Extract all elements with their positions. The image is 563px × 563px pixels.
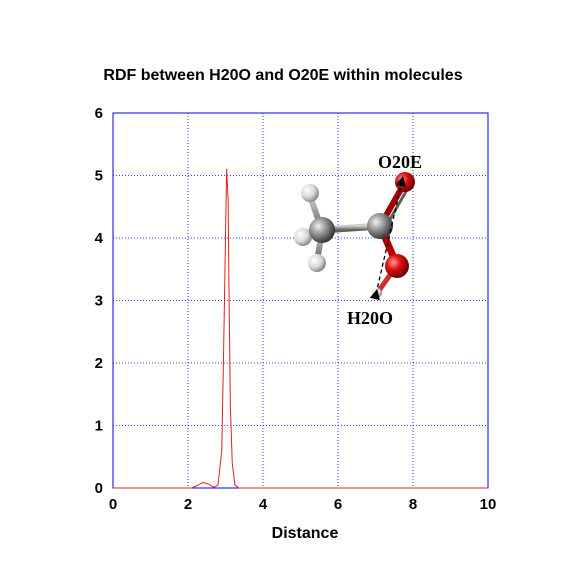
x-tick-label: 2: [184, 496, 192, 513]
o20e-label: O20E: [378, 152, 422, 172]
oxygen-atom: [385, 254, 409, 278]
series-group: [113, 168, 488, 489]
x-tick-label: 0: [109, 496, 117, 513]
y-tick-label: 3: [95, 293, 103, 310]
grid: [113, 113, 488, 488]
y-tick-label: 0: [95, 480, 103, 497]
hydrogen-atom: [294, 228, 312, 246]
x-axis-label: Distance: [272, 525, 339, 542]
chart-title: RDF between H20O and O20E within molecul…: [103, 67, 462, 84]
x-axis-ticks: 0 2 4 6 8 10: [109, 496, 497, 513]
hydrogen-atom: [308, 254, 326, 272]
y-tick-label: 5: [95, 168, 103, 185]
x-tick-label: 4: [259, 496, 268, 513]
carbon-atom: [367, 213, 393, 239]
rdf-series-line: [113, 168, 488, 489]
y-tick-label: 6: [95, 105, 103, 122]
x-tick-label: 10: [480, 496, 497, 513]
h20o-label: H20O: [347, 308, 393, 328]
hydrogen-atom: [301, 184, 319, 202]
y-axis-ticks: 0 1 2 3 4 5 6: [95, 105, 104, 497]
oxygen-atom: [395, 172, 415, 192]
carbon-atom: [309, 217, 335, 243]
x-tick-label: 6: [334, 496, 342, 513]
molecule-illustration: O20E H20O: [294, 152, 422, 328]
hydrogen-atom: [372, 288, 382, 298]
y-tick-label: 2: [95, 355, 103, 372]
x-tick-label: 8: [409, 496, 417, 513]
y-tick-label: 1: [95, 418, 103, 435]
distance-arrow: [369, 175, 406, 301]
y-tick-label: 4: [95, 230, 104, 247]
